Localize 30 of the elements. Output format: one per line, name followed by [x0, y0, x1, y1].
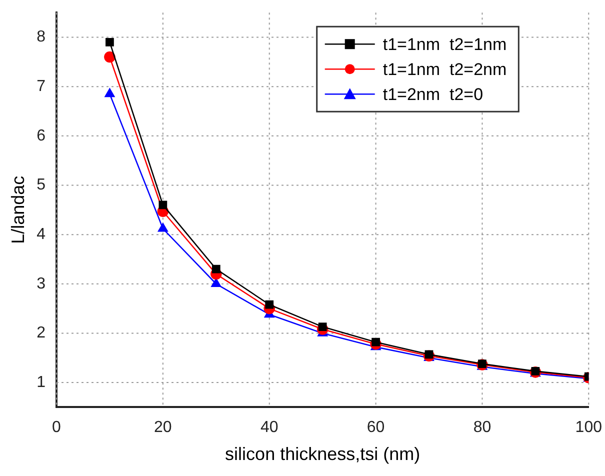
y-tick-label: 1 [36, 374, 46, 391]
x-tick-label: 80 [473, 419, 492, 436]
y-tick-label: 3 [36, 275, 46, 292]
point [424, 350, 434, 359]
x-tick-label: 20 [154, 419, 172, 436]
y-tick-label: 2 [36, 324, 46, 342]
legend-label: t1=2nm t2=0 [382, 84, 484, 104]
y-tick-label: 4 [36, 226, 46, 243]
legend-label: t1=1nm t2=2nm [382, 60, 507, 79]
point [318, 322, 327, 331]
x-tick-label: 60 [366, 419, 385, 436]
y-tick-label: 7 [36, 78, 46, 95]
point [372, 338, 380, 346]
y-axis-title: L/landac [8, 176, 28, 244]
point [104, 88, 115, 98]
x-tick-label: 100 [575, 419, 602, 436]
legend-label: t1=1nm t2=1nm [382, 34, 507, 54]
point [158, 200, 168, 210]
point [211, 278, 222, 288]
y-tick-label: 5 [36, 176, 46, 194]
point [106, 38, 114, 46]
x-tick-label: 0 [52, 419, 62, 436]
point [265, 300, 274, 309]
x-axis-title: silicon thickness,tsi (nm) [225, 444, 420, 464]
point [212, 264, 220, 274]
point [104, 51, 116, 63]
x-tick-label: 40 [260, 419, 278, 436]
y-tick-label: 6 [36, 127, 46, 144]
point [158, 222, 168, 232]
y-tick-label: 8 [36, 28, 46, 46]
